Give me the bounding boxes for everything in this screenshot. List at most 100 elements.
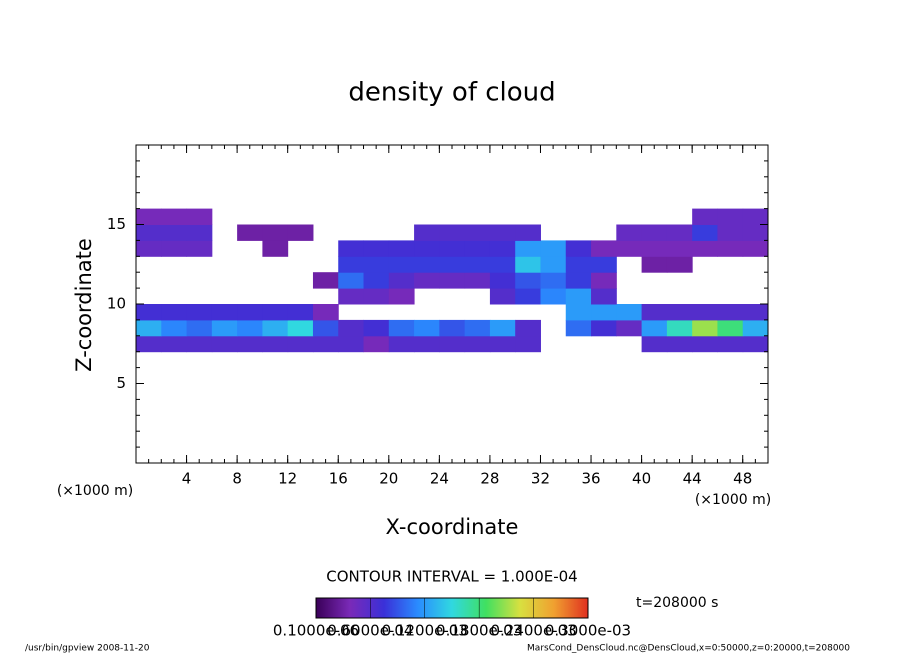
density-cell	[565, 272, 592, 289]
density-cell	[161, 335, 188, 353]
density-cell	[565, 288, 592, 305]
density-cell	[565, 304, 592, 321]
density-cell	[262, 335, 289, 353]
density-cell	[616, 319, 643, 337]
x-tick-label: 44	[683, 470, 702, 488]
x-axis-label: X-coordinate	[386, 515, 519, 539]
colorbar-label: 0.2400e-03	[490, 622, 576, 640]
density-cell	[388, 319, 415, 337]
density-cell	[666, 335, 693, 353]
density-cell	[237, 304, 263, 321]
density-cell	[489, 319, 516, 337]
density-cell	[287, 224, 314, 241]
density-cell	[186, 240, 213, 257]
density-cell	[464, 240, 491, 257]
density-cell	[363, 256, 390, 273]
density-cell	[565, 256, 592, 273]
density-cell	[237, 335, 263, 353]
density-cell	[692, 304, 718, 321]
density-cell	[439, 272, 466, 289]
density-cell	[414, 319, 440, 337]
density-cell	[464, 256, 491, 273]
density-cell	[515, 256, 541, 273]
density-cell	[616, 224, 643, 241]
colorbar-label: 0.3000e-03	[545, 622, 631, 640]
density-cell	[489, 224, 516, 241]
density-cell	[338, 240, 365, 257]
density-cell	[338, 288, 365, 305]
y-tick-label: 15	[107, 215, 126, 233]
density-cell	[136, 208, 162, 225]
density-cell	[414, 335, 440, 353]
density-cell	[692, 208, 718, 225]
density-cell	[439, 240, 466, 257]
density-cell	[388, 240, 415, 257]
density-cell	[312, 319, 339, 337]
field	[136, 208, 769, 353]
density-cell	[338, 319, 365, 337]
density-cell	[717, 319, 744, 337]
density-cell	[237, 224, 263, 241]
density-cell	[515, 272, 541, 289]
x-unit: (×1000 m)	[695, 492, 771, 508]
density-cell	[186, 304, 213, 321]
footer-right: MarsCond_DensCloud.nc@DensCloud,x=0:5000…	[527, 644, 850, 654]
density-cell	[591, 272, 617, 289]
density-cell	[287, 304, 314, 321]
density-cell	[717, 335, 744, 353]
density-cell	[540, 256, 567, 273]
density-cell	[136, 224, 162, 241]
density-cell	[388, 288, 415, 305]
footer-left: /usr/bin/gpview 2008-11-20	[25, 644, 150, 654]
density-cell	[489, 240, 516, 257]
density-cell	[666, 256, 693, 273]
density-cell	[161, 208, 188, 225]
density-cell	[312, 335, 339, 353]
density-cell	[363, 319, 390, 337]
density-cell	[414, 256, 440, 273]
density-cell	[666, 319, 693, 337]
density-cell	[439, 224, 466, 241]
density-cell	[717, 304, 744, 321]
density-cell	[565, 319, 592, 337]
x-tick-label: 12	[278, 470, 297, 488]
density-cell	[742, 319, 769, 337]
colorbar-label: 0.1000e-06	[273, 622, 359, 640]
density-cell	[641, 240, 668, 257]
y-unit: (×1000 m)	[57, 483, 133, 499]
density-cell	[439, 335, 466, 353]
density-cell	[338, 256, 365, 273]
density-cell	[439, 319, 466, 337]
density-cell	[464, 335, 491, 353]
x-tick-label: 8	[232, 470, 242, 488]
density-cell	[515, 288, 541, 305]
density-cell	[186, 208, 213, 225]
density-cell	[211, 319, 238, 337]
density-cell	[338, 272, 365, 289]
density-cell	[717, 240, 744, 257]
density-cell	[161, 304, 188, 321]
density-cell	[666, 304, 693, 321]
density-cell	[287, 319, 314, 337]
density-cell	[742, 304, 769, 321]
x-tick-label: 20	[379, 470, 398, 488]
x-tick-label: 4	[182, 470, 192, 488]
density-cell	[515, 335, 541, 353]
density-cell	[641, 319, 668, 337]
density-cell	[211, 304, 238, 321]
density-cell	[591, 240, 617, 257]
density-cell	[641, 335, 668, 353]
density-cell	[742, 335, 769, 353]
density-cell	[666, 240, 693, 257]
density-cell	[692, 319, 718, 337]
density-cell	[540, 240, 567, 257]
density-cell	[540, 272, 567, 289]
density-cell	[742, 208, 769, 225]
density-cell	[591, 288, 617, 305]
density-cell	[312, 304, 339, 321]
density-cell	[641, 256, 668, 273]
colorbar	[315, 597, 589, 619]
density-cell	[489, 256, 516, 273]
density-cell	[136, 319, 162, 337]
chart-title: density of cloud	[348, 78, 555, 108]
